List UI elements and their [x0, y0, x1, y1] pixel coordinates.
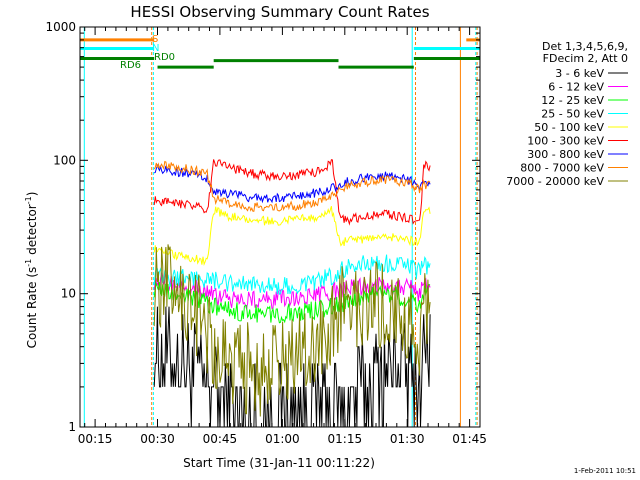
- legend-entry-4: 50 - 100 keV: [534, 121, 604, 134]
- series-line-3: [153, 254, 431, 296]
- y-tick-label-2: 100: [53, 153, 76, 167]
- series-line-7: [153, 160, 431, 212]
- legend-entry-5: 100 - 300 keV: [527, 135, 604, 148]
- x-tick-label-6: 01:45: [452, 432, 487, 446]
- flag-label-n: N: [152, 43, 159, 54]
- series-line-5: [153, 159, 431, 226]
- legend-header-line-1: Det 1,3,4,5,6,9,: [542, 40, 628, 53]
- legend-entry-2: 12 - 25 keV: [541, 94, 604, 107]
- series-line-1: [153, 272, 431, 311]
- x-tick-label-4: 01:15: [328, 432, 363, 446]
- timestamp: 1-Feb-2011 10:51: [574, 467, 636, 475]
- x-axis-label: Start Time (31-Jan-11 00:11:22): [183, 456, 375, 470]
- legend-entry-1: 6 - 12 keV: [548, 81, 604, 94]
- x-tick-label-0: 00:15: [78, 432, 113, 446]
- legend-entry-8: 7000 - 20000 keV: [506, 175, 604, 188]
- x-tick-label-3: 01:00: [265, 432, 300, 446]
- plot-frame: [79, 26, 481, 428]
- x-tick-label-5: 01:30: [390, 432, 425, 446]
- flag-label-s: S: [152, 34, 158, 45]
- flag-label-rd6: RD6: [120, 60, 141, 71]
- y-tick-label-0: 1: [68, 420, 76, 434]
- x-tick-label-2: 00:45: [203, 432, 238, 446]
- legend-entry-7: 800 - 7000 keV: [520, 162, 604, 175]
- y-tick-label-3: 1000: [45, 20, 76, 34]
- legend-header-line-2: FDecim 2, Att 0: [543, 52, 628, 65]
- legend-entry-6: 300 - 800 keV: [527, 148, 604, 161]
- series-line-8: [153, 244, 431, 417]
- y-tick-label-1: 10: [61, 287, 76, 301]
- legend-entry-3: 25 - 50 keV: [541, 108, 604, 121]
- flag-label-rd0: RD0: [154, 52, 175, 63]
- legend-entry-0: 3 - 6 keV: [555, 67, 604, 80]
- x-tick-label-1: 00:30: [140, 432, 175, 446]
- series-line-4: [153, 206, 431, 267]
- y-axis-label: Count Rate (s-1 detector-1): [24, 192, 39, 349]
- chart-title: HESSI Observing Summary Count Rates: [130, 3, 429, 21]
